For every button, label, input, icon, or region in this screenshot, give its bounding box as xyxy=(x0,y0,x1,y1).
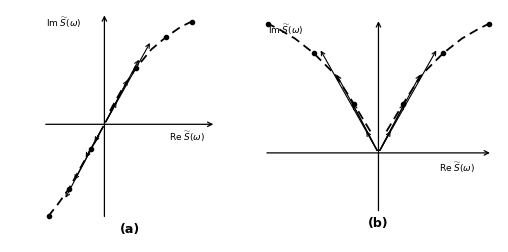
Text: (a): (a) xyxy=(119,223,140,236)
Text: Re $\widetilde{S}(\omega)$: Re $\widetilde{S}(\omega)$ xyxy=(439,161,475,175)
Text: Im $\widetilde{S}(\omega)$: Im $\widetilde{S}(\omega)$ xyxy=(46,16,82,30)
Text: Im $\widetilde{S}(\omega)$: Im $\widetilde{S}(\omega)$ xyxy=(268,22,304,37)
Text: (b): (b) xyxy=(368,217,389,230)
Text: Re $\widetilde{S}(\omega)$: Re $\widetilde{S}(\omega)$ xyxy=(169,130,205,144)
